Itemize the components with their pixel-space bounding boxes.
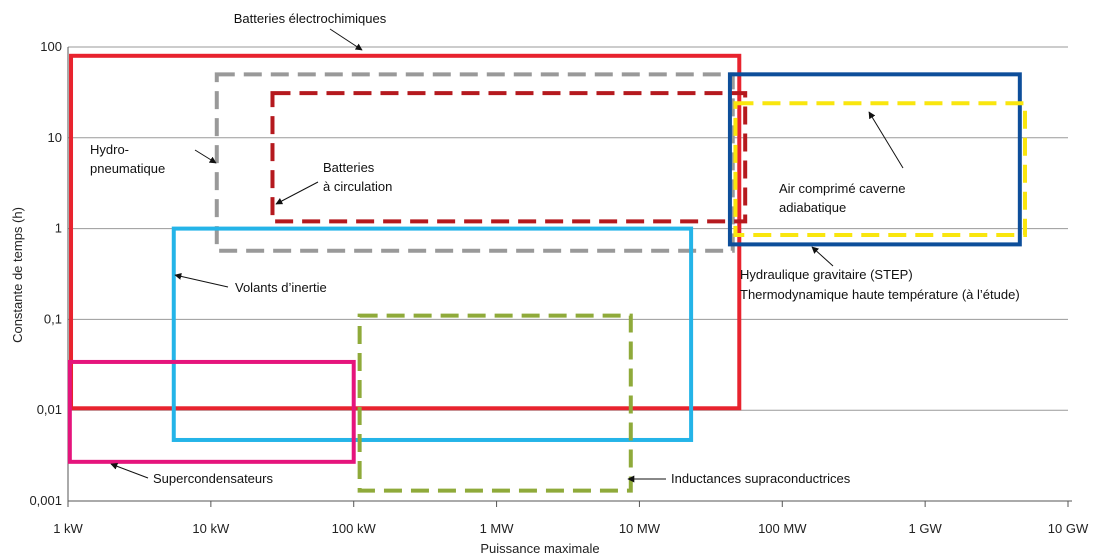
box-volants-inertie	[171, 226, 694, 442]
arrow-batteries-circulation	[275, 181, 319, 205]
annotations: Batteries électrochimiques Hydro- pneuma…	[90, 11, 1020, 486]
label-step-line2: Thermodynamique haute température (à l’é…	[740, 287, 1020, 302]
y-tick-label: 0,1	[44, 311, 62, 326]
y-tick-label: 0,001	[29, 493, 62, 508]
x-tick-label: 10 MW	[619, 521, 661, 536]
box-air-comprime	[727, 72, 1022, 247]
x-tick-label: 10 kW	[192, 521, 230, 536]
x-tick-label: 100 MW	[758, 521, 807, 536]
x-axis: 1 kW 10 kW 100 kW 1 MW 10 MW 100 MW 1 GW 10 GW	[53, 500, 1089, 536]
technology-boxes	[67, 53, 1027, 493]
y-axis: 0,001 0,01 0,1 1 10 100	[29, 39, 69, 508]
label-batteries-electrochimiques: Batteries électrochimiques	[234, 11, 387, 26]
x-axis-title: Puissance maximale	[480, 541, 599, 556]
label-supercondensateurs: Supercondensateurs	[153, 471, 273, 486]
arrow-batteries-electrochimiques	[329, 28, 363, 51]
label-inductances: Inductances supraconductrices	[671, 471, 851, 486]
box-inductances-supraconductrices	[357, 313, 633, 493]
x-tick-label: 10 GW	[1048, 521, 1089, 536]
x-tick-label: 1 GW	[909, 521, 943, 536]
x-tick-label: 100 kW	[332, 521, 377, 536]
label-hydro-line1: Hydro-	[90, 142, 129, 157]
y-tick-label: 10	[48, 130, 62, 145]
y-tick-label: 0,01	[37, 402, 62, 417]
arrow-hydraulique-gravitaire	[811, 246, 834, 267]
label-circulation-line1: Batteries	[323, 160, 375, 175]
box-hydraulique-gravitaire	[733, 101, 1027, 238]
gridlines	[68, 46, 1068, 502]
label-circulation-line2: à circulation	[323, 179, 392, 194]
label-air-line2: adiabatique	[779, 200, 846, 215]
label-hydro-line2: pneumatique	[90, 161, 165, 176]
arrow-hydro-pneumatique	[194, 149, 217, 164]
y-axis-title: Constante de temps (h)	[10, 207, 25, 343]
label-step-line1: Hydraulique gravitaire (STEP)	[740, 267, 913, 282]
box-batteries-electrochimiques	[69, 53, 742, 411]
annotation-arrows	[110, 28, 904, 483]
x-tick-label: 1 MW	[480, 521, 515, 536]
box-batteries-circulation	[270, 91, 748, 224]
label-volants: Volants d’inertie	[235, 280, 327, 295]
arrow-supercondensateurs	[110, 462, 149, 479]
x-tick-label: 1 kW	[53, 521, 83, 536]
box-supercondensateurs	[67, 359, 356, 464]
y-tick-label: 100	[40, 39, 62, 54]
arrow-air-comprime	[868, 111, 904, 169]
arrow-volants-inertie	[174, 272, 229, 288]
label-air-line1: Air comprimé caverne	[779, 181, 905, 196]
y-tick-label: 1	[55, 221, 62, 236]
box-hydro-pneumatique	[214, 72, 735, 253]
